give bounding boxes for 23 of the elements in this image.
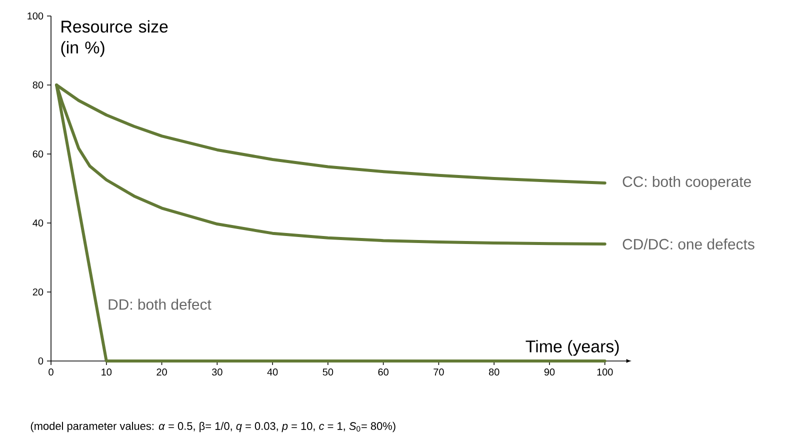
series-label: CC: both cooperate: [622, 176, 751, 190]
y-tick-label: 40: [32, 219, 44, 227]
x-tick-label: 0: [48, 368, 54, 376]
series-label: CD/DC: one defects: [622, 238, 754, 250]
x-tick-label: 100: [597, 368, 613, 376]
y-tick-label: 20: [32, 288, 44, 296]
text: (model parameter values: α = 0.5, β= 1/0, q = 0.03, p = 10, c = 1, S$_{0}$= 80%): [30, 422, 396, 432]
y-tick-label: 60: [32, 150, 44, 158]
x-tick-label: 30: [212, 368, 222, 376]
y-tick-label: 80: [32, 81, 44, 89]
series-label: DD: both defect: [108, 298, 212, 310]
y-axis-title: Resource size (in %): [61, 20, 168, 57]
x-axis-title: Time (years): [526, 340, 619, 356]
x-tick-label: 70: [434, 368, 444, 376]
x-tick-label: 40: [267, 368, 278, 376]
y-tick-label: 0: [38, 357, 44, 365]
x-tick-label: 10: [102, 368, 112, 376]
x-tick-label: 20: [156, 368, 167, 376]
x-tick-label: 60: [378, 368, 388, 376]
x-tick-label: 90: [544, 368, 555, 376]
y-tick-label: 100: [28, 12, 44, 20]
x-tick-label: 50: [322, 368, 334, 376]
x-tick-label: 80: [488, 368, 500, 376]
